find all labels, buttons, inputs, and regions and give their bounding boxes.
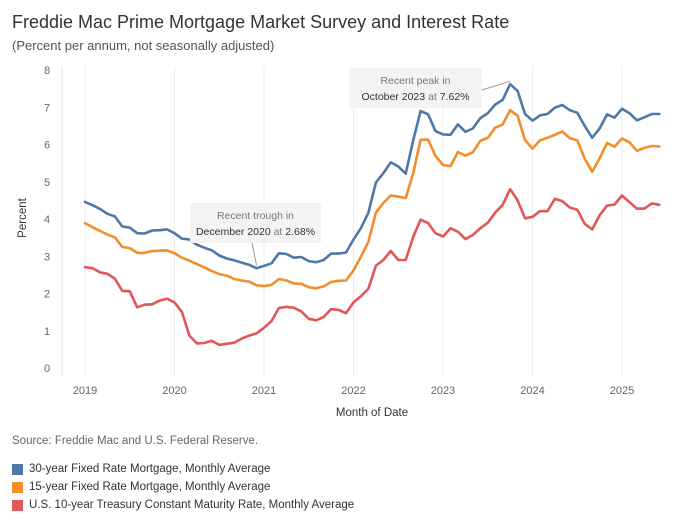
- trough-annotation-leader: [251, 242, 258, 266]
- y-tick-label-5: 5: [44, 177, 50, 189]
- peak-annotation-at: at: [425, 91, 440, 103]
- series-line-1[interactable]: [83, 108, 661, 290]
- legend-item-30yr[interactable]: 30-year Fixed Rate Mortgage, Monthly Ave…: [12, 460, 354, 478]
- x-tick-label-2025: 2025: [610, 385, 634, 397]
- trough-annotation-at: at: [271, 226, 286, 238]
- legend-swatch-15yr: [12, 481, 23, 493]
- legend-label-30yr: 30-year Fixed Rate Mortgage, Monthly Ave…: [29, 463, 271, 475]
- x-axis-label: Month of Date: [336, 407, 408, 419]
- series-line-0[interactable]: [83, 82, 661, 270]
- legend-swatch-30yr: [12, 463, 23, 475]
- trough-annotation-box: [190, 203, 321, 243]
- trough-annotation: Recent trough in December 2020 at 2.68%: [190, 203, 321, 266]
- series-group: [83, 82, 661, 347]
- line-chart: 0 1 2 3 4 5 6 7 8 2019 2020 2021 2022 2023 2024 2025 R…: [17, 65, 661, 419]
- chart-title: Freddie Mac Prime Mortgage Market Survey…: [12, 12, 510, 32]
- peak-annotation-leader: [481, 80, 511, 91]
- x-axis: 2019 2020 2021 2022 2023 2024 2025: [73, 385, 634, 397]
- peak-annotation-line2: October 2023 at 7.62%: [361, 91, 469, 103]
- x-tick-label-2021: 2021: [252, 385, 276, 397]
- grid: [61, 66, 623, 376]
- legend-item-treasury[interactable]: U.S. 10-year Treasury Constant Maturity …: [12, 496, 354, 514]
- series-line-2[interactable]: [83, 187, 661, 347]
- peak-annotation-box: [349, 68, 482, 108]
- x-tick-label-2023: 2023: [431, 385, 455, 397]
- chart-subtitle: (Percent per annum, not seasonally adjus…: [12, 38, 275, 53]
- x-tick-label-2020: 2020: [162, 385, 186, 397]
- y-tick-label-7: 7: [44, 102, 50, 114]
- y-tick-label-0: 0: [44, 363, 50, 375]
- legend-item-15yr[interactable]: 15-year Fixed Rate Mortgage, Monthly Ave…: [12, 478, 354, 496]
- trough-annotation-line2: December 2020 at 2.68%: [196, 226, 315, 238]
- y-axis: 0 1 2 3 4 5 6 7 8: [44, 65, 50, 375]
- x-tick-label-2024: 2024: [520, 385, 544, 397]
- x-tick-label-2019: 2019: [73, 385, 97, 397]
- y-tick-label-8: 8: [44, 65, 50, 77]
- peak-annotation-line1: Recent peak in: [380, 75, 450, 87]
- y-tick-label-6: 6: [44, 140, 50, 152]
- legend-swatch-treasury: [12, 499, 23, 511]
- x-tick-label-2022: 2022: [341, 385, 365, 397]
- y-tick-label-3: 3: [44, 251, 50, 263]
- y-axis-label: Percent: [17, 197, 29, 237]
- legend-label-15yr: 15-year Fixed Rate Mortgage, Monthly Ave…: [29, 481, 271, 493]
- peak-annotation: Recent peak in October 2023 at 7.62%: [349, 68, 511, 108]
- y-tick-label-1: 1: [44, 326, 50, 338]
- trough-annotation-line1: Recent trough in: [217, 210, 294, 222]
- legend: 30-year Fixed Rate Mortgage, Monthly Ave…: [12, 460, 354, 514]
- peak-annotation-value: 7.62%: [440, 91, 470, 103]
- trough-annotation-date: December 2020: [196, 226, 271, 238]
- y-tick-label-4: 4: [44, 214, 50, 226]
- source-note: Source: Freddie Mac and U.S. Federal Res…: [12, 435, 259, 447]
- trough-annotation-value: 2.68%: [285, 226, 315, 238]
- peak-annotation-date: October 2023: [361, 91, 425, 103]
- y-tick-label-2: 2: [44, 289, 50, 301]
- legend-label-treasury: U.S. 10-year Treasury Constant Maturity …: [29, 499, 355, 511]
